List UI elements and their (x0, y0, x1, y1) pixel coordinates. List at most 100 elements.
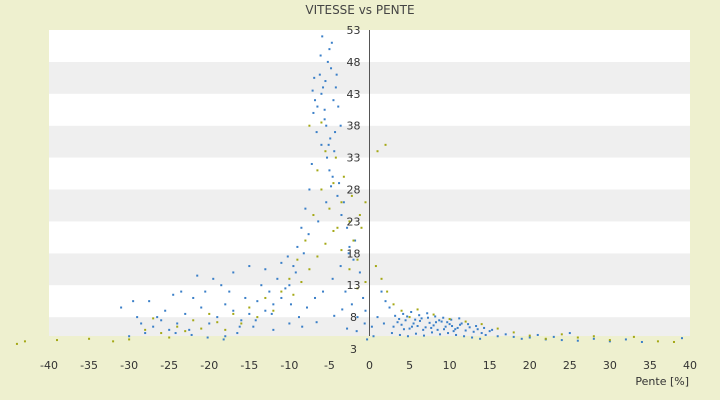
data-point (544, 337, 547, 340)
data-point (256, 300, 259, 303)
data-point (184, 312, 187, 315)
x-tick-label: -20 (200, 359, 218, 372)
data-point (458, 317, 461, 320)
data-point (356, 258, 359, 261)
data-point (460, 322, 463, 325)
data-point (192, 296, 195, 299)
data-point (402, 328, 405, 331)
data-point (374, 265, 377, 268)
data-point (436, 328, 439, 331)
x-tick-label: 30 (603, 359, 617, 372)
data-point (152, 317, 155, 320)
data-point (336, 194, 339, 197)
data-point (416, 325, 419, 328)
data-point (455, 333, 458, 336)
data-point (292, 265, 295, 268)
data-point (256, 316, 259, 319)
data-point (430, 331, 433, 334)
data-point (356, 316, 359, 319)
data-point (308, 124, 311, 127)
x-tick-label: 15 (483, 359, 497, 372)
data-point (358, 214, 361, 217)
x-tick-label: -30 (120, 359, 138, 372)
data-point (288, 284, 291, 287)
data-point (384, 300, 387, 303)
data-point (364, 201, 367, 204)
data-point (443, 328, 446, 331)
data-point (348, 268, 351, 271)
data-point (334, 86, 337, 89)
data-point (332, 182, 335, 185)
data-point (314, 296, 317, 299)
data-point (320, 92, 323, 95)
data-point (337, 105, 340, 108)
y-tick-label: 28 (347, 184, 361, 197)
data-point (321, 35, 324, 38)
data-point (496, 327, 499, 330)
data-point (364, 309, 367, 312)
data-point (392, 325, 395, 328)
data-point (176, 322, 179, 325)
data-point (244, 296, 247, 299)
x-tick-label: 0 (366, 359, 373, 372)
data-point (160, 319, 163, 322)
data-point (536, 333, 539, 336)
data-points (15, 35, 683, 345)
x-tick-label: -5 (324, 359, 335, 372)
y-tick-label: 33 (347, 152, 361, 165)
data-point (418, 319, 421, 322)
data-point (450, 318, 453, 321)
x-tick-label: 40 (683, 359, 697, 372)
data-point (442, 316, 445, 319)
data-point (301, 325, 304, 328)
data-point (224, 328, 227, 331)
data-point (315, 321, 318, 324)
data-point (491, 328, 494, 331)
data-point (528, 334, 531, 337)
data-point (528, 336, 531, 339)
data-point (402, 312, 405, 315)
data-point (330, 67, 333, 70)
data-point (434, 315, 437, 318)
data-point (386, 290, 389, 293)
data-point (396, 321, 399, 324)
data-point (306, 306, 309, 309)
data-point (459, 323, 462, 326)
data-point (128, 335, 131, 338)
data-point (264, 296, 267, 299)
data-point (504, 333, 507, 336)
data-point (300, 281, 303, 284)
data-point (360, 226, 363, 229)
data-point (284, 287, 287, 290)
data-point (324, 80, 327, 83)
data-point (228, 290, 231, 293)
data-point (184, 330, 187, 333)
data-point (192, 319, 195, 322)
data-point (475, 325, 478, 328)
data-point (444, 325, 447, 328)
data-point (128, 338, 131, 341)
data-point (346, 226, 349, 229)
data-point (354, 239, 357, 242)
data-point (300, 226, 303, 229)
data-point (410, 310, 413, 313)
data-point (352, 239, 355, 242)
x-tick-label: 35 (643, 359, 657, 372)
x-tick-label: -15 (240, 359, 258, 372)
data-point (346, 327, 349, 330)
data-point (624, 338, 627, 341)
data-point (432, 324, 435, 327)
data-point (363, 322, 366, 325)
data-point (333, 150, 336, 153)
data-point (358, 271, 361, 274)
data-point (328, 48, 331, 51)
data-point (398, 333, 401, 336)
data-point (272, 328, 275, 331)
data-point (329, 137, 332, 140)
data-point (355, 330, 358, 333)
data-point (468, 326, 471, 329)
data-point (316, 105, 319, 108)
data-point (200, 306, 203, 309)
data-point (208, 322, 211, 325)
data-point (408, 316, 411, 319)
